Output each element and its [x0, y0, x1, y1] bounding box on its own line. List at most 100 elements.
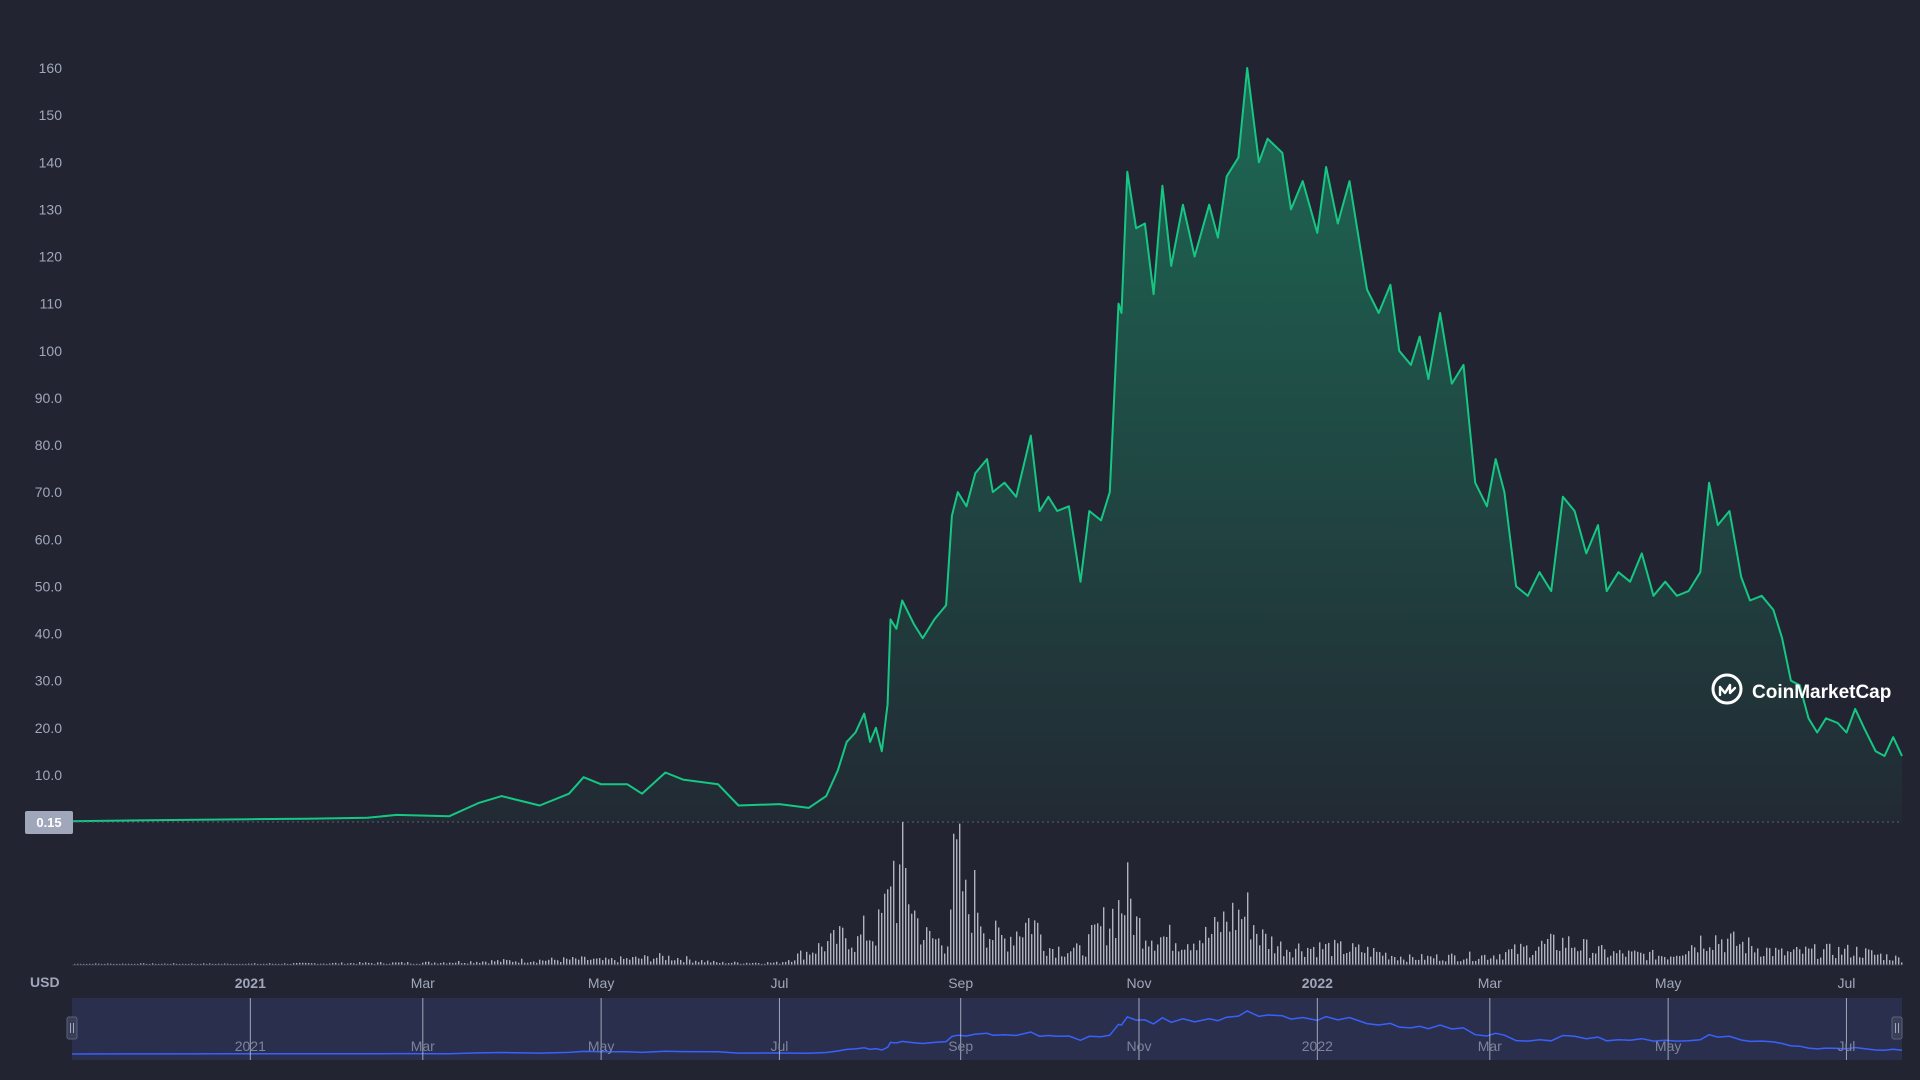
- volume-bar: [200, 963, 202, 965]
- volume-bar: [1895, 955, 1897, 965]
- volume-bar: [347, 963, 349, 965]
- volume-bar: [1628, 950, 1630, 965]
- volume-bar: [77, 963, 79, 965]
- volume-bar: [1244, 916, 1246, 965]
- x-tick-label: Jul: [1838, 975, 1856, 991]
- volume-bar: [1001, 935, 1003, 965]
- navigator[interactable]: 2021 Mar May Jul Sep Nov 2022 Mar May Jul: [66, 998, 1903, 1060]
- price-series: [71, 67, 1903, 823]
- volume-bar: [944, 953, 946, 965]
- volume-bar: [443, 962, 445, 965]
- volume-bar: [1769, 948, 1771, 965]
- volume-bar: [1580, 950, 1582, 965]
- volume-bar: [1667, 959, 1669, 965]
- volume-bar: [506, 959, 508, 965]
- watermark-brand: CoinMarketCap: [1752, 682, 1891, 703]
- volume-bar: [1079, 945, 1081, 965]
- volume-bar: [1448, 954, 1450, 965]
- volume-bar: [1067, 953, 1069, 965]
- volume-bar: [320, 963, 322, 965]
- volume-bar: [1190, 950, 1192, 965]
- volume-bar: [1610, 955, 1612, 965]
- volume-bar: [1334, 939, 1336, 965]
- volume-bar: [1151, 940, 1153, 965]
- volume-bar: [611, 958, 613, 965]
- volume-bar: [1532, 955, 1534, 965]
- volume-bar: [434, 962, 436, 965]
- navigator-tick-label: Mar: [1478, 1038, 1502, 1054]
- volume-bar: [1358, 944, 1360, 965]
- volume-bar: [227, 963, 229, 965]
- volume-bar: [1592, 952, 1594, 965]
- volume-bar: [830, 933, 832, 965]
- volume-bar: [1376, 951, 1378, 965]
- volume-bar: [98, 963, 100, 965]
- volume-bar: [221, 963, 223, 965]
- volume-bar: [821, 946, 823, 965]
- price-area-fill: [72, 68, 1902, 822]
- volume-bar: [1478, 958, 1480, 965]
- volume-bar: [1040, 934, 1042, 965]
- volume-bar: [1502, 959, 1504, 965]
- volume-bar: [917, 918, 919, 965]
- volume-bar: [296, 963, 298, 965]
- volume-bar: [215, 963, 217, 965]
- volume-bar: [218, 963, 220, 965]
- volume-bar: [926, 927, 928, 965]
- volume-bar: [635, 956, 637, 965]
- volume-bar: [824, 951, 826, 965]
- navigator-handle-left[interactable]: [66, 1016, 78, 1040]
- volume-bar: [854, 951, 856, 965]
- volume-bar: [1043, 950, 1045, 965]
- volume-bar: [623, 958, 625, 965]
- volume-bar: [1859, 957, 1861, 965]
- volume-bar: [680, 959, 682, 965]
- volume-bar: [155, 963, 157, 965]
- volume-bar: [416, 963, 418, 965]
- volume-bar: [239, 963, 241, 965]
- volume-bar: [449, 962, 451, 965]
- navigator-series: [71, 1010, 1903, 1055]
- volume-bar: [80, 963, 82, 965]
- volume-bar: [353, 963, 355, 965]
- volume-bar: [533, 961, 535, 965]
- volume-bar: [1553, 934, 1555, 965]
- volume-bar: [1808, 948, 1810, 965]
- volume-bar: [122, 963, 124, 965]
- volume-bar: [1277, 946, 1279, 965]
- volume-bar: [929, 930, 931, 965]
- volume-bar: [1196, 950, 1198, 965]
- volume-bar: [1217, 921, 1219, 965]
- volume-bar: [1871, 950, 1873, 965]
- x-tick-label: May: [588, 975, 614, 991]
- volume-bar: [224, 963, 226, 965]
- volume-bar: [998, 927, 1000, 965]
- volume-bar: [257, 963, 259, 965]
- volume-bar: [1520, 943, 1522, 965]
- x-tick-label: 2022: [1302, 975, 1333, 991]
- volume-bar: [512, 961, 514, 965]
- navigator-window[interactable]: [72, 998, 1902, 1060]
- volume-bar: [692, 962, 694, 965]
- volume-bar: [1817, 958, 1819, 965]
- volume-bar: [806, 951, 808, 965]
- volume-bar: [1184, 949, 1186, 965]
- volume-bar: [113, 963, 115, 965]
- volume-bar: [1736, 945, 1738, 965]
- volume-bar: [629, 959, 631, 965]
- volume-bar: [1763, 956, 1765, 965]
- volume-bar: [1367, 946, 1369, 965]
- volume-bar: [404, 963, 406, 965]
- volume-bar: [494, 961, 496, 965]
- volume-bar: [986, 947, 988, 965]
- volume-bar: [152, 963, 154, 965]
- volume-bar: [104, 963, 106, 965]
- volume-bar: [1157, 944, 1159, 965]
- navigator-handle-right[interactable]: [1891, 1016, 1903, 1040]
- volume-bar: [1070, 951, 1072, 965]
- volume-bar: [1898, 957, 1900, 965]
- volume-bar: [1310, 948, 1312, 965]
- volume-bar: [737, 962, 739, 965]
- volume-bar: [362, 963, 364, 965]
